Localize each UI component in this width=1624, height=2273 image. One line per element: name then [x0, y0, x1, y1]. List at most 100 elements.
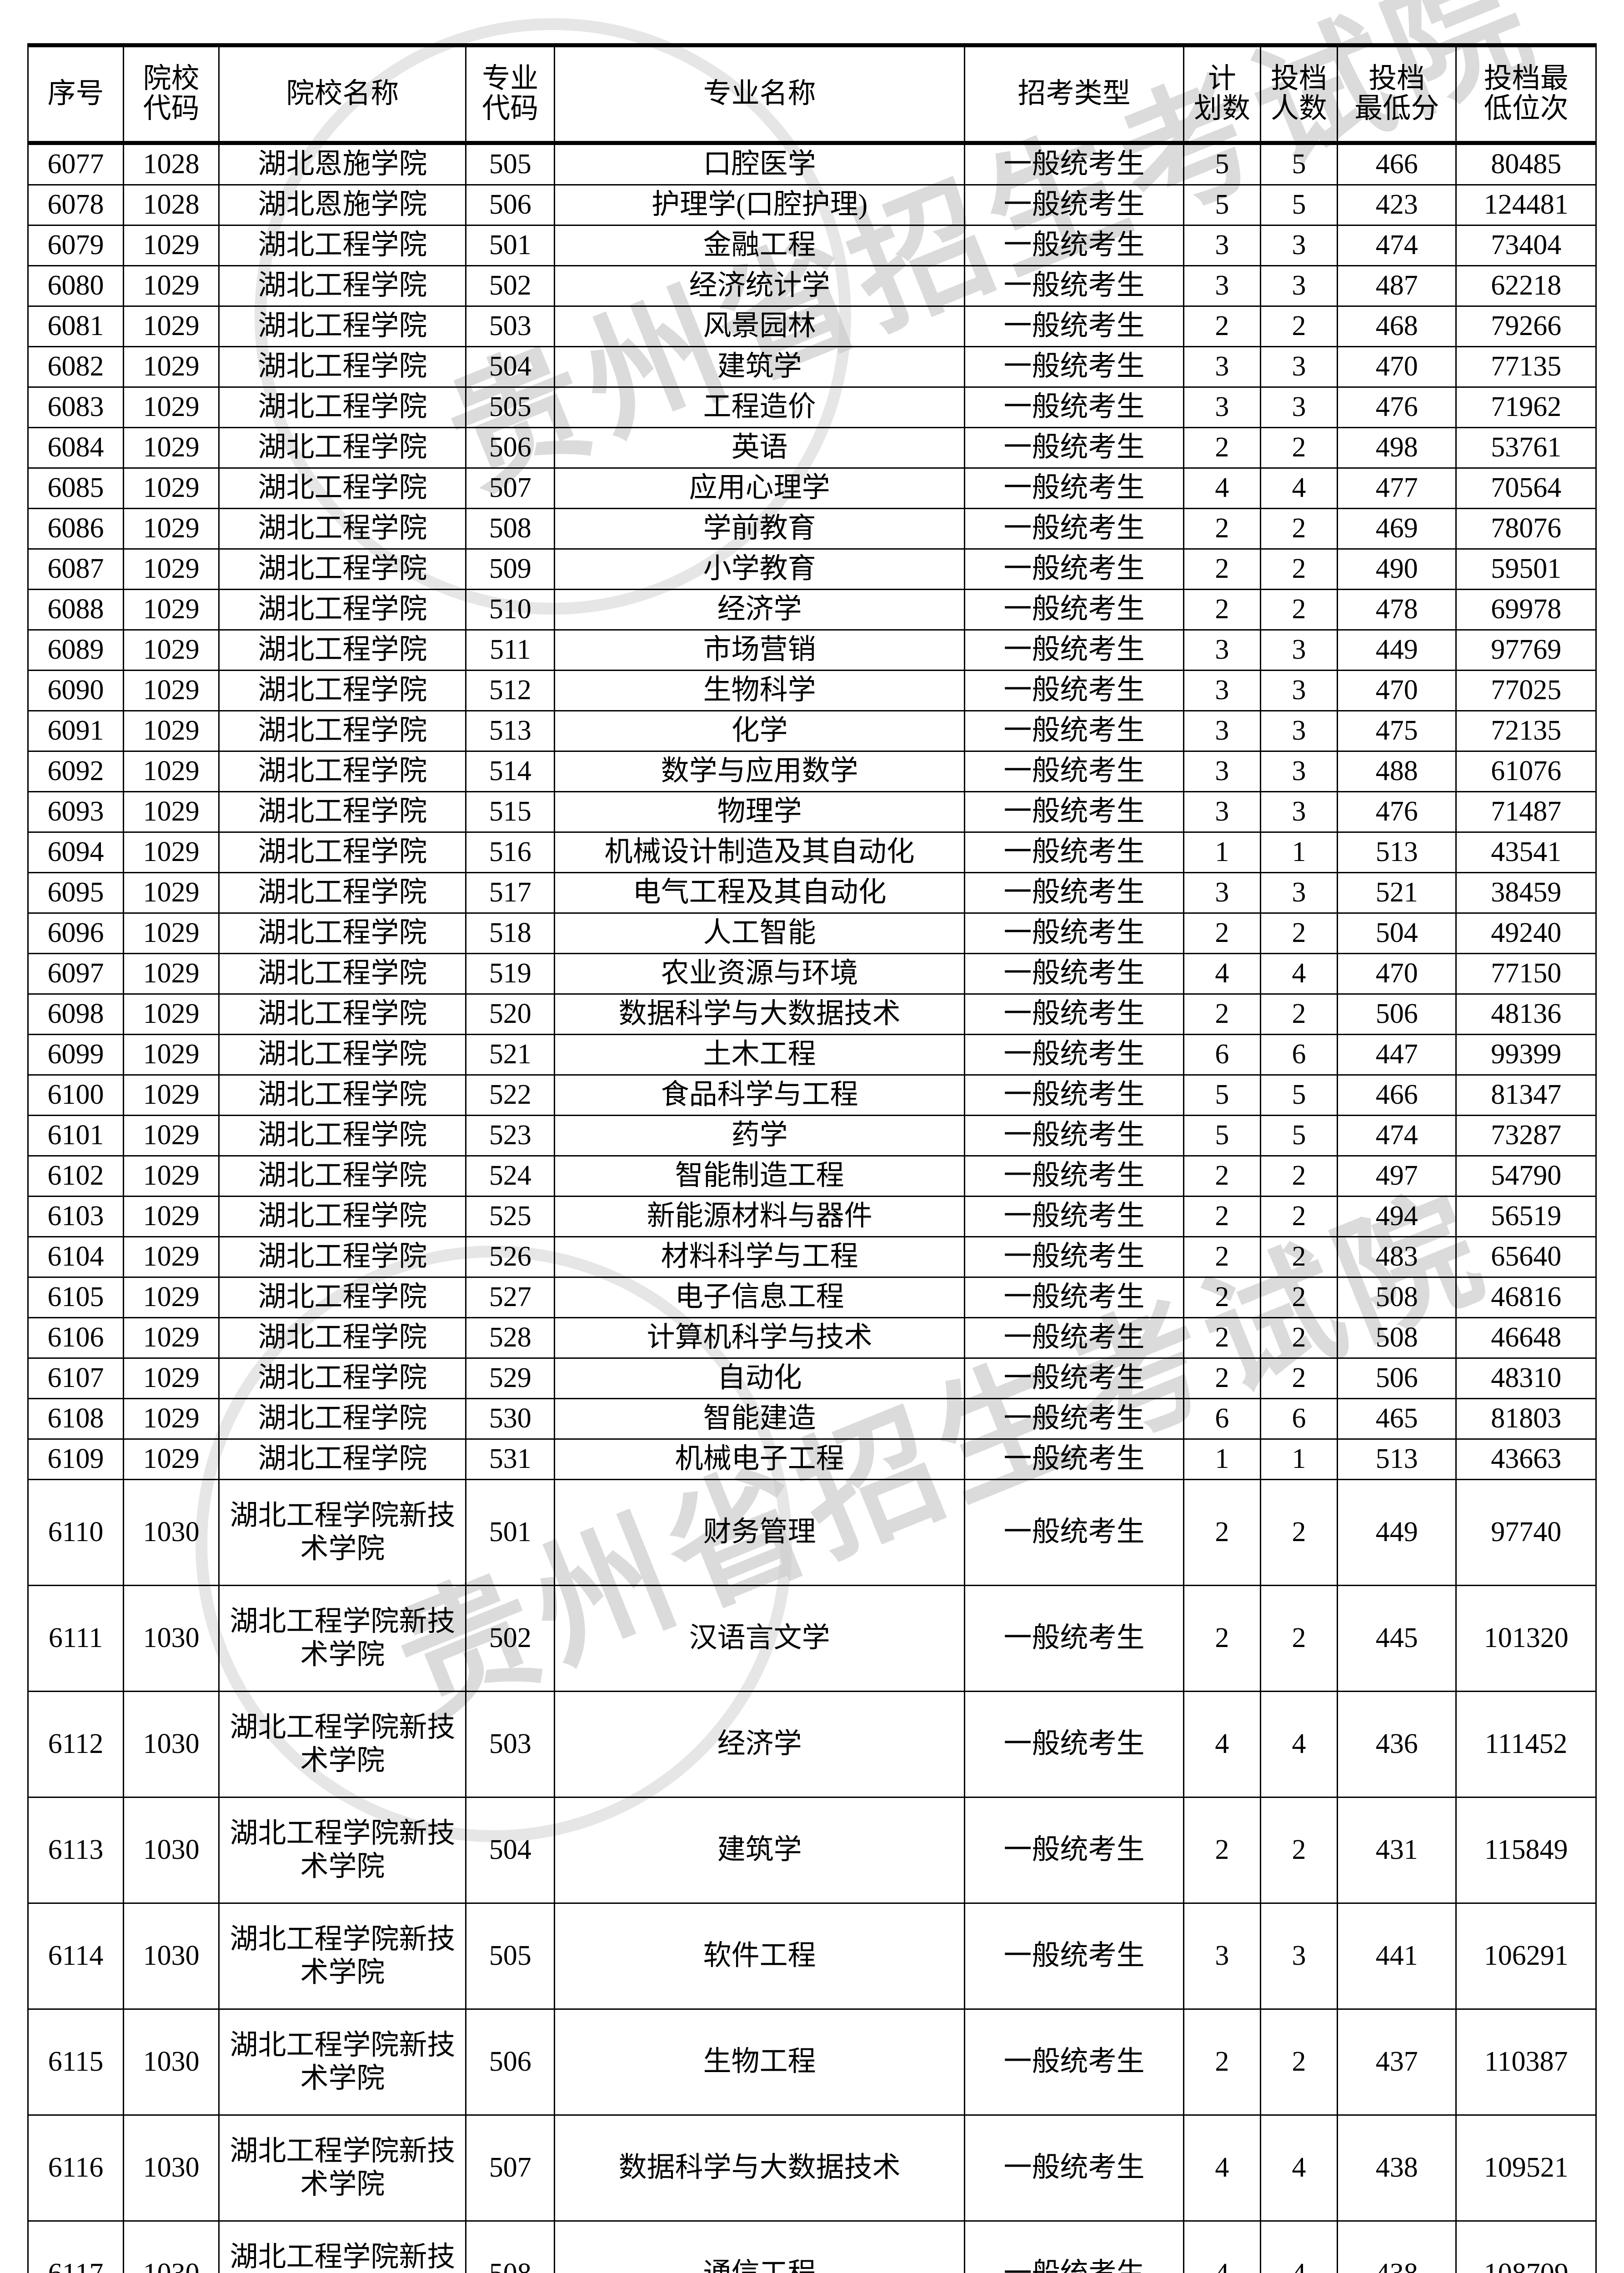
cell-exam-type: 一般统考生 [964, 993, 1184, 1035]
cell-min-rank: 48136 [1455, 993, 1597, 1035]
table-body: 6077 1028 湖北恩施学院 505 口腔医学 一般统考生 5 5 466 80485 6078… [27, 142, 1597, 2273]
cell-seq: 6108 [27, 1398, 125, 1440]
cell-exam-type: 一般统考生 [964, 142, 1184, 185]
cell-school-code: 1029 [123, 427, 220, 469]
cell-major-name: 电气工程及其自动化 [554, 872, 966, 914]
cell-admitted: 2 [1259, 1277, 1338, 1318]
cell-school-name: 湖北工程学院 [218, 508, 467, 550]
cell-school-name: 湖北工程学院 [218, 305, 467, 347]
cell-school-code: 1029 [123, 508, 220, 550]
cell-school-code: 1029 [123, 1034, 220, 1076]
cell-exam-type: 一般统考生 [964, 2114, 1184, 2222]
cell-seq: 6111 [27, 1585, 125, 1692]
cell-school-name: 湖北工程学院 [218, 1115, 467, 1157]
cell-plan: 2 [1183, 2008, 1261, 2116]
cell-plan: 2 [1183, 1236, 1261, 1278]
cell-min-rank: 70564 [1455, 467, 1597, 509]
cell-seq: 6105 [27, 1277, 125, 1318]
cell-seq: 6077 [27, 142, 125, 185]
table-row: 6088 1029 湖北工程学院 510 经济学 一般统考生 2 2 478 69978 [27, 589, 1597, 631]
cell-major-name: 通信工程 [554, 2220, 966, 2273]
cell-seq: 6109 [27, 1438, 125, 1480]
cell-min-rank: 101320 [1455, 1585, 1597, 1692]
cell-school-name: 湖北工程学院新技术学院 [218, 1691, 467, 1798]
cell-min-score: 476 [1337, 791, 1457, 833]
table-row: 6085 1029 湖北工程学院 507 应用心理学 一般统考生 4 4 477 70564 [27, 467, 1597, 509]
cell-exam-type: 一般统考生 [964, 953, 1184, 995]
cell-exam-type: 一般统考生 [964, 2008, 1184, 2116]
table-row: 6077 1028 湖北恩施学院 505 口腔医学 一般统考生 5 5 466 80485 [27, 142, 1597, 185]
cell-seq: 6092 [27, 751, 125, 792]
table-row: 6099 1029 湖北工程学院 521 土木工程 一般统考生 6 6 447 99399 [27, 1034, 1597, 1076]
table-row: 6109 1029 湖北工程学院 531 机械电子工程 一般统考生 1 1 513 43663 [27, 1438, 1597, 1480]
cell-plan: 2 [1183, 1277, 1261, 1318]
cell-major-code: 526 [465, 1236, 556, 1278]
cell-min-score: 438 [1337, 2114, 1457, 2222]
cell-min-rank: 99399 [1455, 1034, 1597, 1076]
cell-major-code: 503 [465, 305, 556, 347]
cell-min-rank: 124481 [1455, 184, 1597, 226]
cell-major-name: 生物科学 [554, 670, 966, 711]
cell-admitted: 2 [1259, 1155, 1338, 1197]
cell-seq: 6115 [27, 2008, 125, 2116]
cell-min-score: 504 [1337, 912, 1457, 954]
cell-admitted: 4 [1259, 467, 1338, 509]
cell-major-name: 经济学 [554, 1691, 966, 1798]
table-row: 6106 1029 湖北工程学院 528 计算机科学与技术 一般统考生 2 2 508 46648 [27, 1317, 1597, 1359]
cell-exam-type: 一般统考生 [964, 1797, 1184, 1904]
cell-major-code: 503 [465, 1691, 556, 1798]
cell-plan: 3 [1183, 791, 1261, 833]
cell-plan: 6 [1183, 1034, 1261, 1076]
cell-min-score: 508 [1337, 1317, 1457, 1359]
cell-seq: 6082 [27, 346, 125, 388]
cell-major-name: 数据科学与大数据技术 [554, 993, 966, 1035]
cell-admitted: 2 [1259, 548, 1338, 590]
cell-min-rank: 77135 [1455, 346, 1597, 388]
cell-plan: 1 [1183, 831, 1261, 873]
cell-min-score: 513 [1337, 831, 1457, 873]
cell-major-name: 工程造价 [554, 386, 966, 428]
cell-min-score: 497 [1337, 1155, 1457, 1197]
cell-seq: 6106 [27, 1317, 125, 1359]
cell-plan: 2 [1183, 427, 1261, 469]
cell-school-code: 1029 [123, 467, 220, 509]
cell-major-code: 506 [465, 2008, 556, 2116]
cell-major-code: 506 [465, 427, 556, 469]
table-row: 6089 1029 湖北工程学院 511 市场营销 一般统考生 3 3 449 97769 [27, 629, 1597, 671]
cell-major-code: 513 [465, 710, 556, 752]
cell-school-name: 湖北工程学院 [218, 1196, 467, 1237]
cell-min-rank: 49240 [1455, 912, 1597, 954]
cell-school-code: 1029 [123, 589, 220, 631]
cell-major-code: 508 [465, 2220, 556, 2273]
table-row: 6101 1029 湖北工程学院 523 药学 一般统考生 5 5 474 73287 [27, 1115, 1597, 1157]
cell-major-code: 516 [465, 831, 556, 873]
table-row: 6111 1030 湖北工程学院新技术学院 502 汉语言文学 一般统考生 2 2 445 101… [27, 1585, 1597, 1692]
cell-major-name: 风景园林 [554, 305, 966, 347]
cell-school-name: 湖北工程学院新技术学院 [218, 1585, 467, 1692]
cell-min-score: 466 [1337, 142, 1457, 185]
cell-school-name: 湖北工程学院 [218, 710, 467, 752]
cell-major-code: 502 [465, 265, 556, 307]
cell-seq: 6096 [27, 912, 125, 954]
cell-admitted: 4 [1259, 2220, 1338, 2273]
admission-score-table: 序号 院校 代码 院校名称 专业 代码 专业名称 招考类型 计 划数 [27, 43, 1597, 2273]
cell-school-name: 湖北工程学院 [218, 953, 467, 995]
cell-seq: 6080 [27, 265, 125, 307]
cell-plan: 2 [1183, 1479, 1261, 1586]
cell-plan: 5 [1183, 1074, 1261, 1116]
cell-major-code: 505 [465, 386, 556, 428]
cell-seq: 6081 [27, 305, 125, 347]
cell-admitted: 2 [1259, 589, 1338, 631]
cell-major-name: 汉语言文学 [554, 1585, 966, 1692]
header-line-1: 投档 [1368, 63, 1425, 95]
cell-seq: 6113 [27, 1797, 125, 1904]
cell-admitted: 3 [1259, 710, 1338, 752]
cell-seq: 6090 [27, 670, 125, 711]
cell-seq: 6086 [27, 508, 125, 550]
cell-exam-type: 一般统考生 [964, 346, 1184, 388]
cell-school-code: 1030 [123, 1691, 220, 1798]
cell-min-score: 476 [1337, 386, 1457, 428]
cell-plan: 3 [1183, 346, 1261, 388]
column-header-min-rank: 投档最 低位次 [1455, 43, 1597, 145]
cell-major-name: 土木工程 [554, 1034, 966, 1076]
